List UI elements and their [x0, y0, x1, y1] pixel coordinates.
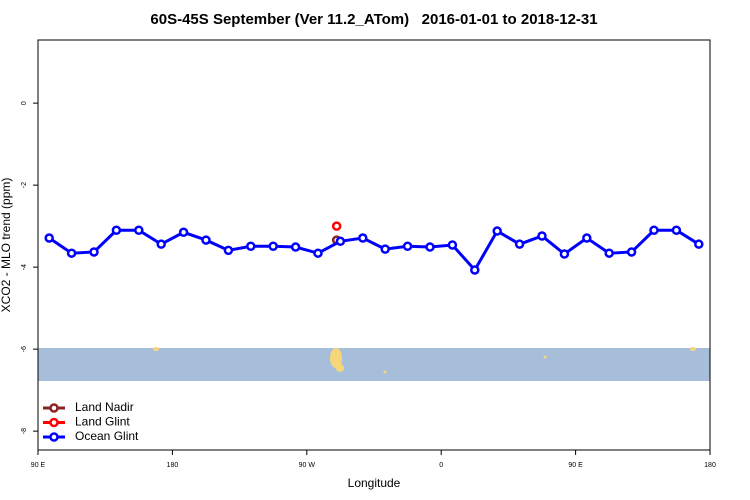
point: [223, 245, 234, 256]
x-tick-label: 90 E: [568, 462, 583, 469]
point: [178, 227, 189, 238]
point: [290, 242, 301, 252]
land-patch: [383, 370, 387, 374]
y-tick-label: -4: [21, 264, 28, 270]
y-tick-label: 0: [21, 101, 28, 105]
x-tick-label: 180: [704, 462, 716, 469]
point: [514, 239, 525, 249]
point: [559, 249, 570, 259]
point: [313, 248, 323, 258]
legend-label: Land Nadir: [75, 400, 134, 414]
y-tick-label: -8: [21, 428, 28, 434]
point: [425, 242, 435, 252]
legend-marker: [49, 417, 59, 428]
point: [649, 225, 659, 235]
y-tick-label: -2: [21, 182, 28, 188]
chart-title: 60S-45S September (Ver 11.2_ATom) 2016-0…: [150, 11, 597, 28]
x-tick-label: 90 W: [299, 462, 316, 469]
point: [201, 235, 211, 245]
point: [89, 247, 99, 257]
land-patch: [543, 355, 547, 359]
x-tick-label: 0: [439, 462, 443, 469]
x-tick-label: 90 E: [31, 462, 46, 469]
point: [246, 241, 256, 251]
land-patch: [330, 348, 342, 368]
point: [66, 248, 77, 258]
point: [111, 225, 122, 235]
point: [335, 236, 346, 247]
land-patch: [336, 364, 344, 372]
point: [447, 240, 458, 250]
plot-frame: [37, 39, 711, 451]
point: [134, 225, 144, 235]
map-band: [38, 347, 710, 381]
legend-marker: [49, 403, 59, 413]
land-patch: [153, 347, 159, 351]
point: [156, 239, 166, 249]
legend-label: Ocean Glint: [75, 429, 139, 443]
point: [694, 239, 704, 249]
legend-label: Land Glint: [75, 415, 130, 429]
point: [470, 265, 480, 275]
point: [44, 233, 54, 243]
x-tick-label: 180: [167, 462, 179, 469]
point: [537, 231, 547, 241]
series-line: [48, 228, 700, 273]
point: [626, 247, 637, 257]
y-tick-label: -6: [21, 346, 28, 352]
point: [331, 221, 342, 231]
ocean-band: [38, 348, 710, 381]
point: [604, 248, 614, 258]
y-axis-label: XCO2 - MLO trend (ppm): [0, 178, 13, 313]
x-axis-label: Longitude: [348, 476, 401, 490]
land-patch: [690, 347, 696, 351]
point: [582, 233, 592, 243]
point: [492, 226, 502, 236]
point: [402, 241, 413, 251]
point: [671, 225, 682, 235]
legend-marker: [49, 432, 59, 442]
point: [358, 233, 368, 243]
point: [380, 244, 390, 254]
point: [268, 241, 278, 251]
